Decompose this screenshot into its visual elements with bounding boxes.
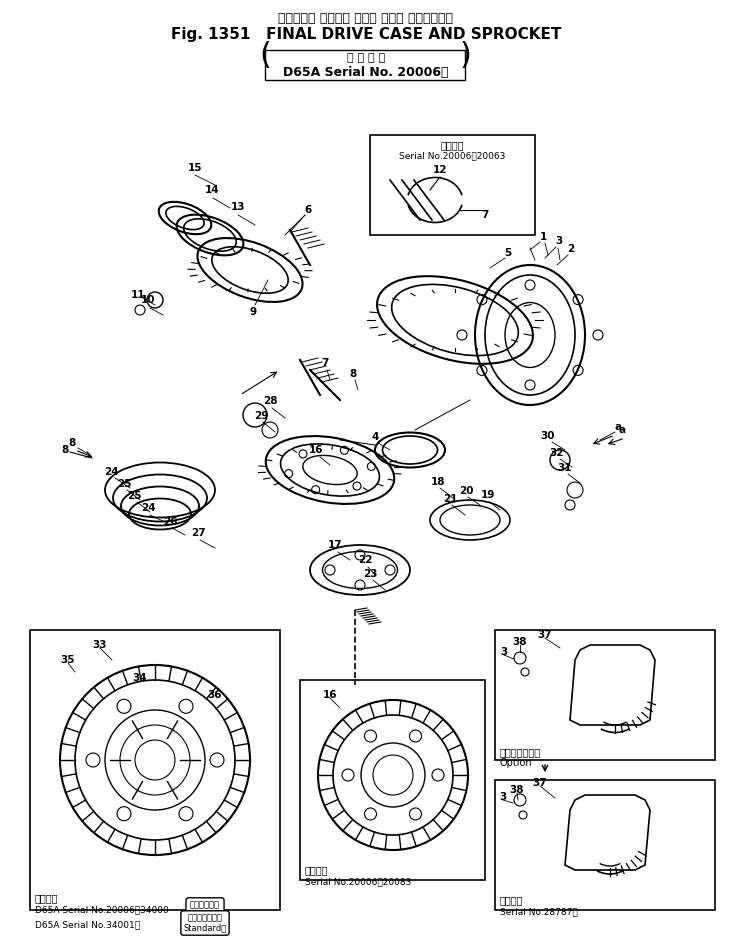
Text: Serial No.20006～20063: Serial No.20006～20063 [400, 151, 506, 161]
Text: D65A Serial No.34001～: D65A Serial No.34001～ [35, 921, 140, 929]
Text: 1: 1 [539, 232, 547, 242]
Text: Option: Option [500, 758, 533, 768]
Polygon shape [565, 795, 650, 870]
Text: 16: 16 [323, 690, 337, 700]
Text: 8: 8 [349, 369, 356, 379]
Text: a: a [619, 425, 626, 435]
Text: 37: 37 [538, 630, 553, 640]
Text: 14: 14 [205, 185, 220, 195]
Text: （オプション）: （オプション） [500, 747, 541, 757]
Bar [265, 50, 465, 80]
Text: 4: 4 [371, 432, 378, 442]
Text: 18: 18 [430, 477, 445, 487]
Text: 適用号機: 適用号機 [305, 865, 329, 875]
Text: 2: 2 [567, 244, 575, 254]
Text: ): ) [459, 41, 471, 69]
Text: 33: 33 [93, 640, 108, 650]
Text: （スタンダード
Standard）: （スタンダード Standard） [184, 913, 227, 933]
Text: D65A Serial No.20006～34000: D65A Serial No.20006～34000 [35, 905, 169, 915]
Text: 10: 10 [141, 295, 155, 305]
Text: 27: 27 [191, 528, 205, 538]
Text: 20: 20 [459, 486, 474, 496]
Text: 21: 21 [443, 494, 458, 504]
Text: 17: 17 [328, 540, 343, 550]
Bar [30, 630, 280, 910]
Text: 34: 34 [132, 673, 147, 683]
Text: 6: 6 [305, 205, 312, 215]
Text: 19: 19 [481, 490, 495, 500]
Text: （オプション
Option）: （オプション Option） [188, 901, 222, 920]
Polygon shape [570, 645, 655, 725]
Text: 15: 15 [187, 163, 202, 173]
Text: 26: 26 [163, 517, 177, 527]
Text: 9: 9 [250, 307, 256, 317]
Text: 8: 8 [68, 438, 75, 448]
Text: 38: 38 [509, 785, 524, 795]
Bar [300, 680, 485, 880]
Text: Serial No.28787～: Serial No.28787～ [500, 907, 578, 917]
Text: 30: 30 [541, 431, 556, 441]
Text: 3: 3 [556, 236, 563, 246]
Text: 11: 11 [131, 290, 145, 300]
Text: D65A Serial No. 20006～: D65A Serial No. 20006～ [283, 66, 449, 79]
Text: (: ( [259, 41, 271, 69]
Text: 29: 29 [254, 411, 268, 421]
Text: 3: 3 [499, 792, 507, 802]
Text: 3: 3 [501, 647, 507, 657]
Text: 35: 35 [61, 655, 75, 665]
Text: 7: 7 [321, 358, 329, 368]
Text: 13: 13 [231, 202, 245, 212]
Text: 37: 37 [533, 778, 548, 788]
Text: 25: 25 [127, 491, 141, 501]
Bar [495, 780, 715, 910]
Text: 38: 38 [512, 637, 527, 647]
Text: 22: 22 [358, 555, 373, 565]
Text: 12: 12 [433, 165, 447, 175]
Text: 7: 7 [482, 210, 489, 220]
Text: ファイナル ドライブ ケース および スプロケット: ファイナル ドライブ ケース および スプロケット [278, 11, 454, 25]
Text: 32: 32 [550, 448, 564, 458]
Text: 24: 24 [104, 467, 119, 477]
Text: 8: 8 [61, 445, 69, 455]
Text: Fig. 1351   FINAL DRIVE CASE AND SPROCKET: Fig. 1351 FINAL DRIVE CASE AND SPROCKET [171, 28, 561, 43]
Text: a: a [614, 422, 621, 432]
Text: Serial No.20006～20083: Serial No.20006～20083 [305, 878, 411, 886]
Text: 適用号機: 適用号機 [35, 893, 59, 903]
Text: 36: 36 [208, 690, 223, 700]
Text: 28: 28 [263, 396, 277, 406]
Bar [370, 135, 535, 235]
Text: 5: 5 [504, 248, 512, 258]
Text: 適 用 号 機: 適 用 号 機 [347, 53, 385, 63]
Text: 31: 31 [558, 463, 572, 473]
Bar [495, 630, 715, 760]
Text: 適用号機: 適用号機 [441, 140, 464, 150]
Text: 適用号機: 適用号機 [500, 895, 523, 905]
Text: 24: 24 [141, 503, 155, 513]
Text: 16: 16 [309, 445, 324, 455]
Text: 23: 23 [363, 569, 377, 579]
Text: 25: 25 [116, 479, 131, 489]
